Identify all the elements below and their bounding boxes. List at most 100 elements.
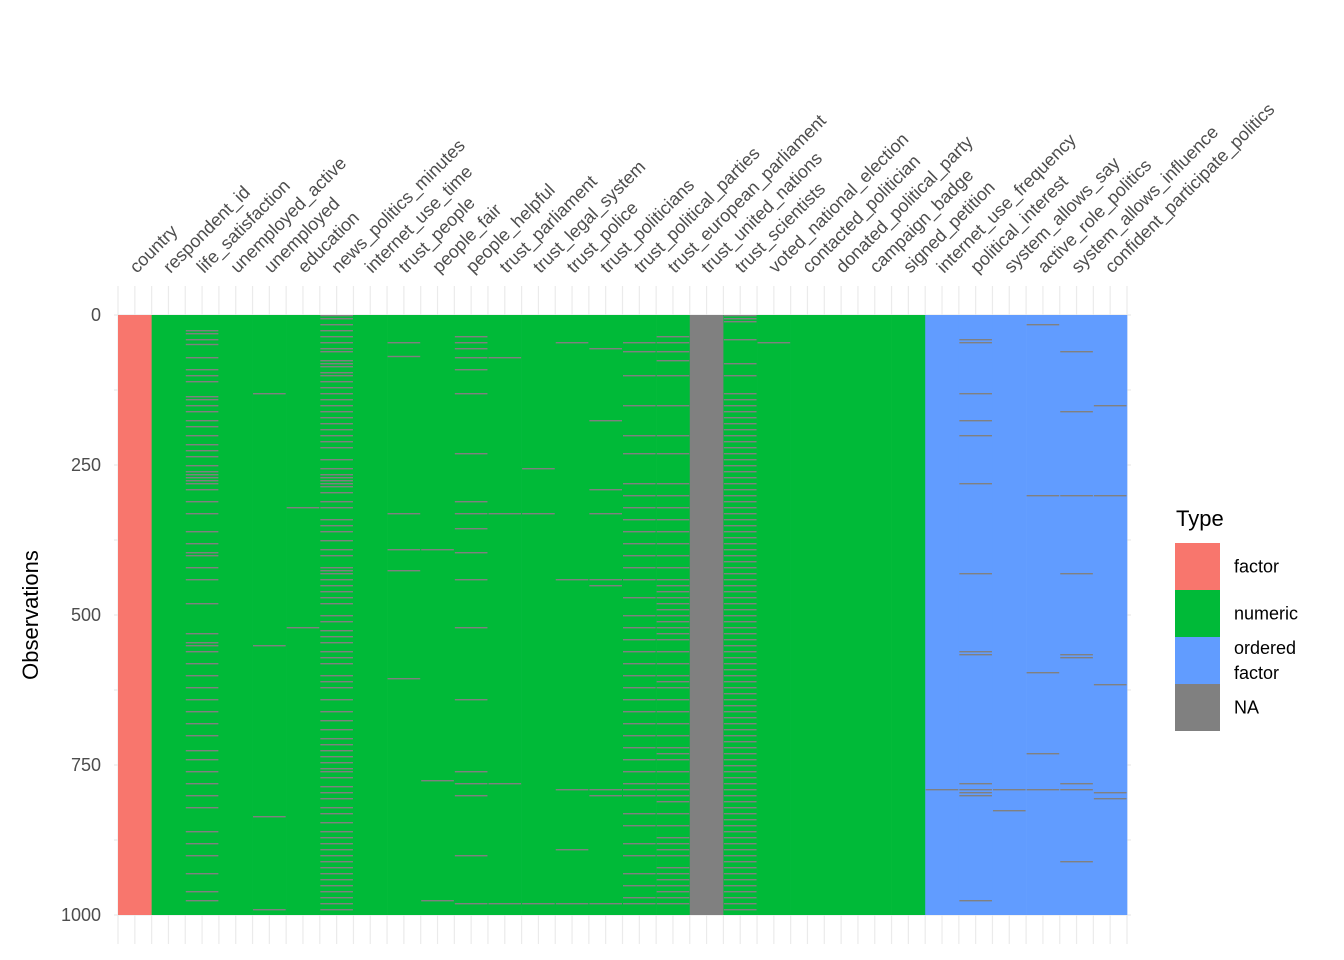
missing-cell [387,549,421,551]
missing-cell [320,342,353,344]
missing-cell [656,567,690,569]
missing-cell [656,825,690,827]
missing-cell [185,633,219,635]
missing-cell [959,789,992,791]
missing-cell [185,450,219,452]
missing-cell [387,355,421,358]
missing-cell [320,651,353,653]
missing-cell [454,348,488,350]
missing-cell [185,687,219,689]
missing-cell [656,795,690,797]
missing-cell [555,789,589,791]
missing-cell [185,735,219,737]
missing-cell [723,705,757,707]
missing-cell [723,711,757,713]
missing-cell [656,723,690,725]
missing-cell [656,603,690,605]
missing-cell [723,699,757,701]
missing-cell [320,885,353,887]
missing-cell [320,399,353,401]
y-axis: 0 250 500 750 1000 [61,305,101,925]
missing-cell [623,855,656,857]
missing-cell [320,468,353,470]
missing-cell [320,318,353,320]
missing-cell [723,909,757,911]
missing-cell [320,621,353,623]
missing-cell [320,813,353,815]
missing-cell [185,855,219,857]
missing-cell [723,615,757,617]
missing-cell [589,789,622,791]
missing-cell [320,381,353,383]
missing-cell [623,759,656,761]
missing-cell [959,573,992,575]
missing-cell [320,729,353,731]
missing-cell [320,417,353,419]
missing-cell [320,531,353,533]
missing-cell [185,399,219,401]
missing-cell [185,723,219,725]
missing-cell [959,900,992,902]
missing-cell [656,579,690,581]
missing-cell [320,861,353,863]
missing-cell [623,543,656,545]
missing-cell [992,789,1026,791]
missing-cell [959,651,992,653]
missing-cell [387,678,421,680]
missing-cell [185,420,219,422]
missing-cell [656,627,690,629]
missing-cell [320,744,353,746]
missing-cell [253,393,286,395]
missing-cell [656,885,690,887]
missing-cell [623,375,656,377]
column-trust-parliament [487,315,522,915]
missing-cell [656,897,690,899]
missing-cell [1060,657,1093,659]
missing-cell [723,735,757,737]
missing-cell [723,861,757,863]
missing-cell [723,477,757,479]
missing-cell [623,519,656,521]
missing-cell [185,642,219,644]
missing-cell [320,642,353,644]
missing-cell [320,891,353,893]
missing-cell [454,393,488,395]
missing-cell [723,519,757,521]
missing-cell [589,795,622,797]
missing-cell [320,507,353,509]
column-campaign-badge [857,315,892,915]
missing-cell [1060,411,1093,413]
missing-cell [656,453,690,455]
missing-cell [320,501,353,503]
missing-cell [320,573,353,575]
missing-cell [320,549,353,551]
missing-cell [185,396,219,398]
missing-cell [555,903,589,905]
missing-cell [723,537,757,539]
column-trust-police [555,315,590,915]
missing-cell [320,441,353,443]
missing-cell [656,621,690,623]
missing-cell [723,825,757,827]
missing-cell [723,795,757,797]
missing-cell [623,885,656,887]
missing-cell [185,357,219,359]
missing-cell [623,675,656,677]
missing-cell [723,561,757,563]
missing-cell [320,630,353,632]
y-tick-label: 0 [91,305,101,325]
missing-cell [320,351,353,353]
column-trust-people [387,315,421,915]
missing-cell [723,729,757,731]
missing-cell [623,795,656,797]
missing-cell [185,543,219,545]
missing-cell [555,579,589,581]
missing-cell [623,567,656,569]
missing-cell [623,723,656,725]
missing-cell [185,759,219,761]
missing-cell [1026,324,1060,326]
missing-cell [656,759,690,761]
missing-cell [320,762,353,764]
missing-cell [656,531,690,533]
missing-cell [185,603,219,605]
